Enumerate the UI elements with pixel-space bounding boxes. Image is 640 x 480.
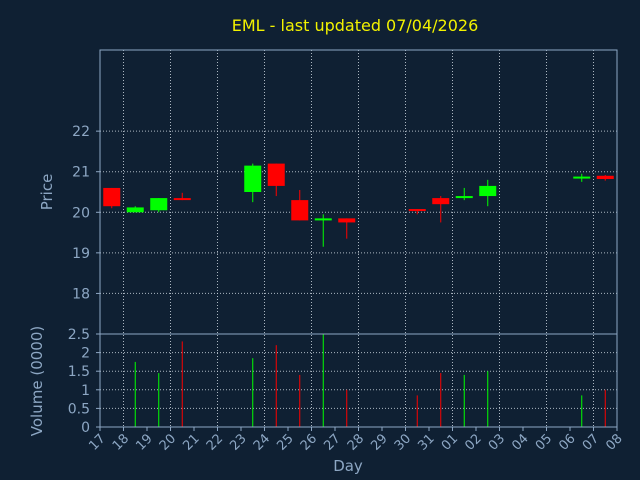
x-tick-label: 21 [180,431,202,453]
candles [103,163,614,247]
price-tick-label: 19 [72,246,90,262]
candle-body [479,185,497,197]
candle-body [244,165,262,192]
x-tick-label: 26 [298,431,320,453]
x-grid [123,50,594,427]
candle-body [338,218,356,223]
x-tick-label: 07 [580,431,602,453]
x-tick-label: 31 [415,431,437,453]
x-tick-label: 02 [462,431,484,453]
volume-bars [134,334,606,427]
price-axis-label: Price [38,174,56,211]
x-tick-label: 23 [227,431,249,453]
x-tick-label: 19 [133,431,155,453]
x-axis-label: Day [333,457,363,475]
chart-title: EML - last updated 07/04/2026 [232,16,479,35]
candle-body [150,198,168,211]
candle-body [267,163,285,186]
candle-body [596,175,614,180]
price-tick-label: 20 [72,205,90,221]
volume-tick-label: 2 [81,346,90,362]
volume-tick-label: 0.5 [68,401,90,417]
x-tick-label: 24 [251,431,273,453]
x-tick-label: 20 [157,431,179,453]
candle-body [432,198,450,205]
candle-body [291,200,309,221]
volume-tick-label: 2.5 [68,327,90,343]
x-tick-label: 29 [368,431,390,453]
x-tick-label: 22 [204,431,226,453]
x-tick-label: 18 [110,431,132,453]
x-tick-label: 25 [274,431,296,453]
price-tick-label: 22 [72,124,90,140]
x-tick-label: 06 [556,431,578,453]
x-tick-label: 27 [321,431,343,453]
x-tick-label: 30 [392,431,414,453]
x-tick-label: 05 [533,431,555,453]
x-tick-label: 08 [603,431,625,453]
candle-body [573,176,591,179]
x-tick-label: 01 [439,431,461,453]
price-y-ticks: 18 19 20 21 22 [72,124,100,302]
volume-tick-label: 1 [81,383,90,399]
x-tick-label: 28 [345,431,367,453]
price-tick-label: 18 [72,286,90,302]
volume-tick-label: 1.5 [68,364,90,380]
candle-body [173,198,191,201]
x-tick-label: 03 [486,431,508,453]
price-tick-label: 21 [72,165,90,181]
candle-body [103,187,121,207]
candle-body [455,196,473,199]
x-tick-label: 04 [509,431,531,453]
candle-body [314,218,332,221]
volume-axis-label: Volume (0000) [28,326,46,436]
volume-y-ticks: 0 0.5 1 1.5 2 2.5 [68,327,100,436]
candle-body [126,207,144,213]
candle-body [408,209,426,212]
x-ticks: 17 18 19 20 21 22 23 24 25 26 27 28 29 30 31 01 02 03 04 05… [86,427,626,454]
volume-tick-label: 0 [81,420,90,436]
